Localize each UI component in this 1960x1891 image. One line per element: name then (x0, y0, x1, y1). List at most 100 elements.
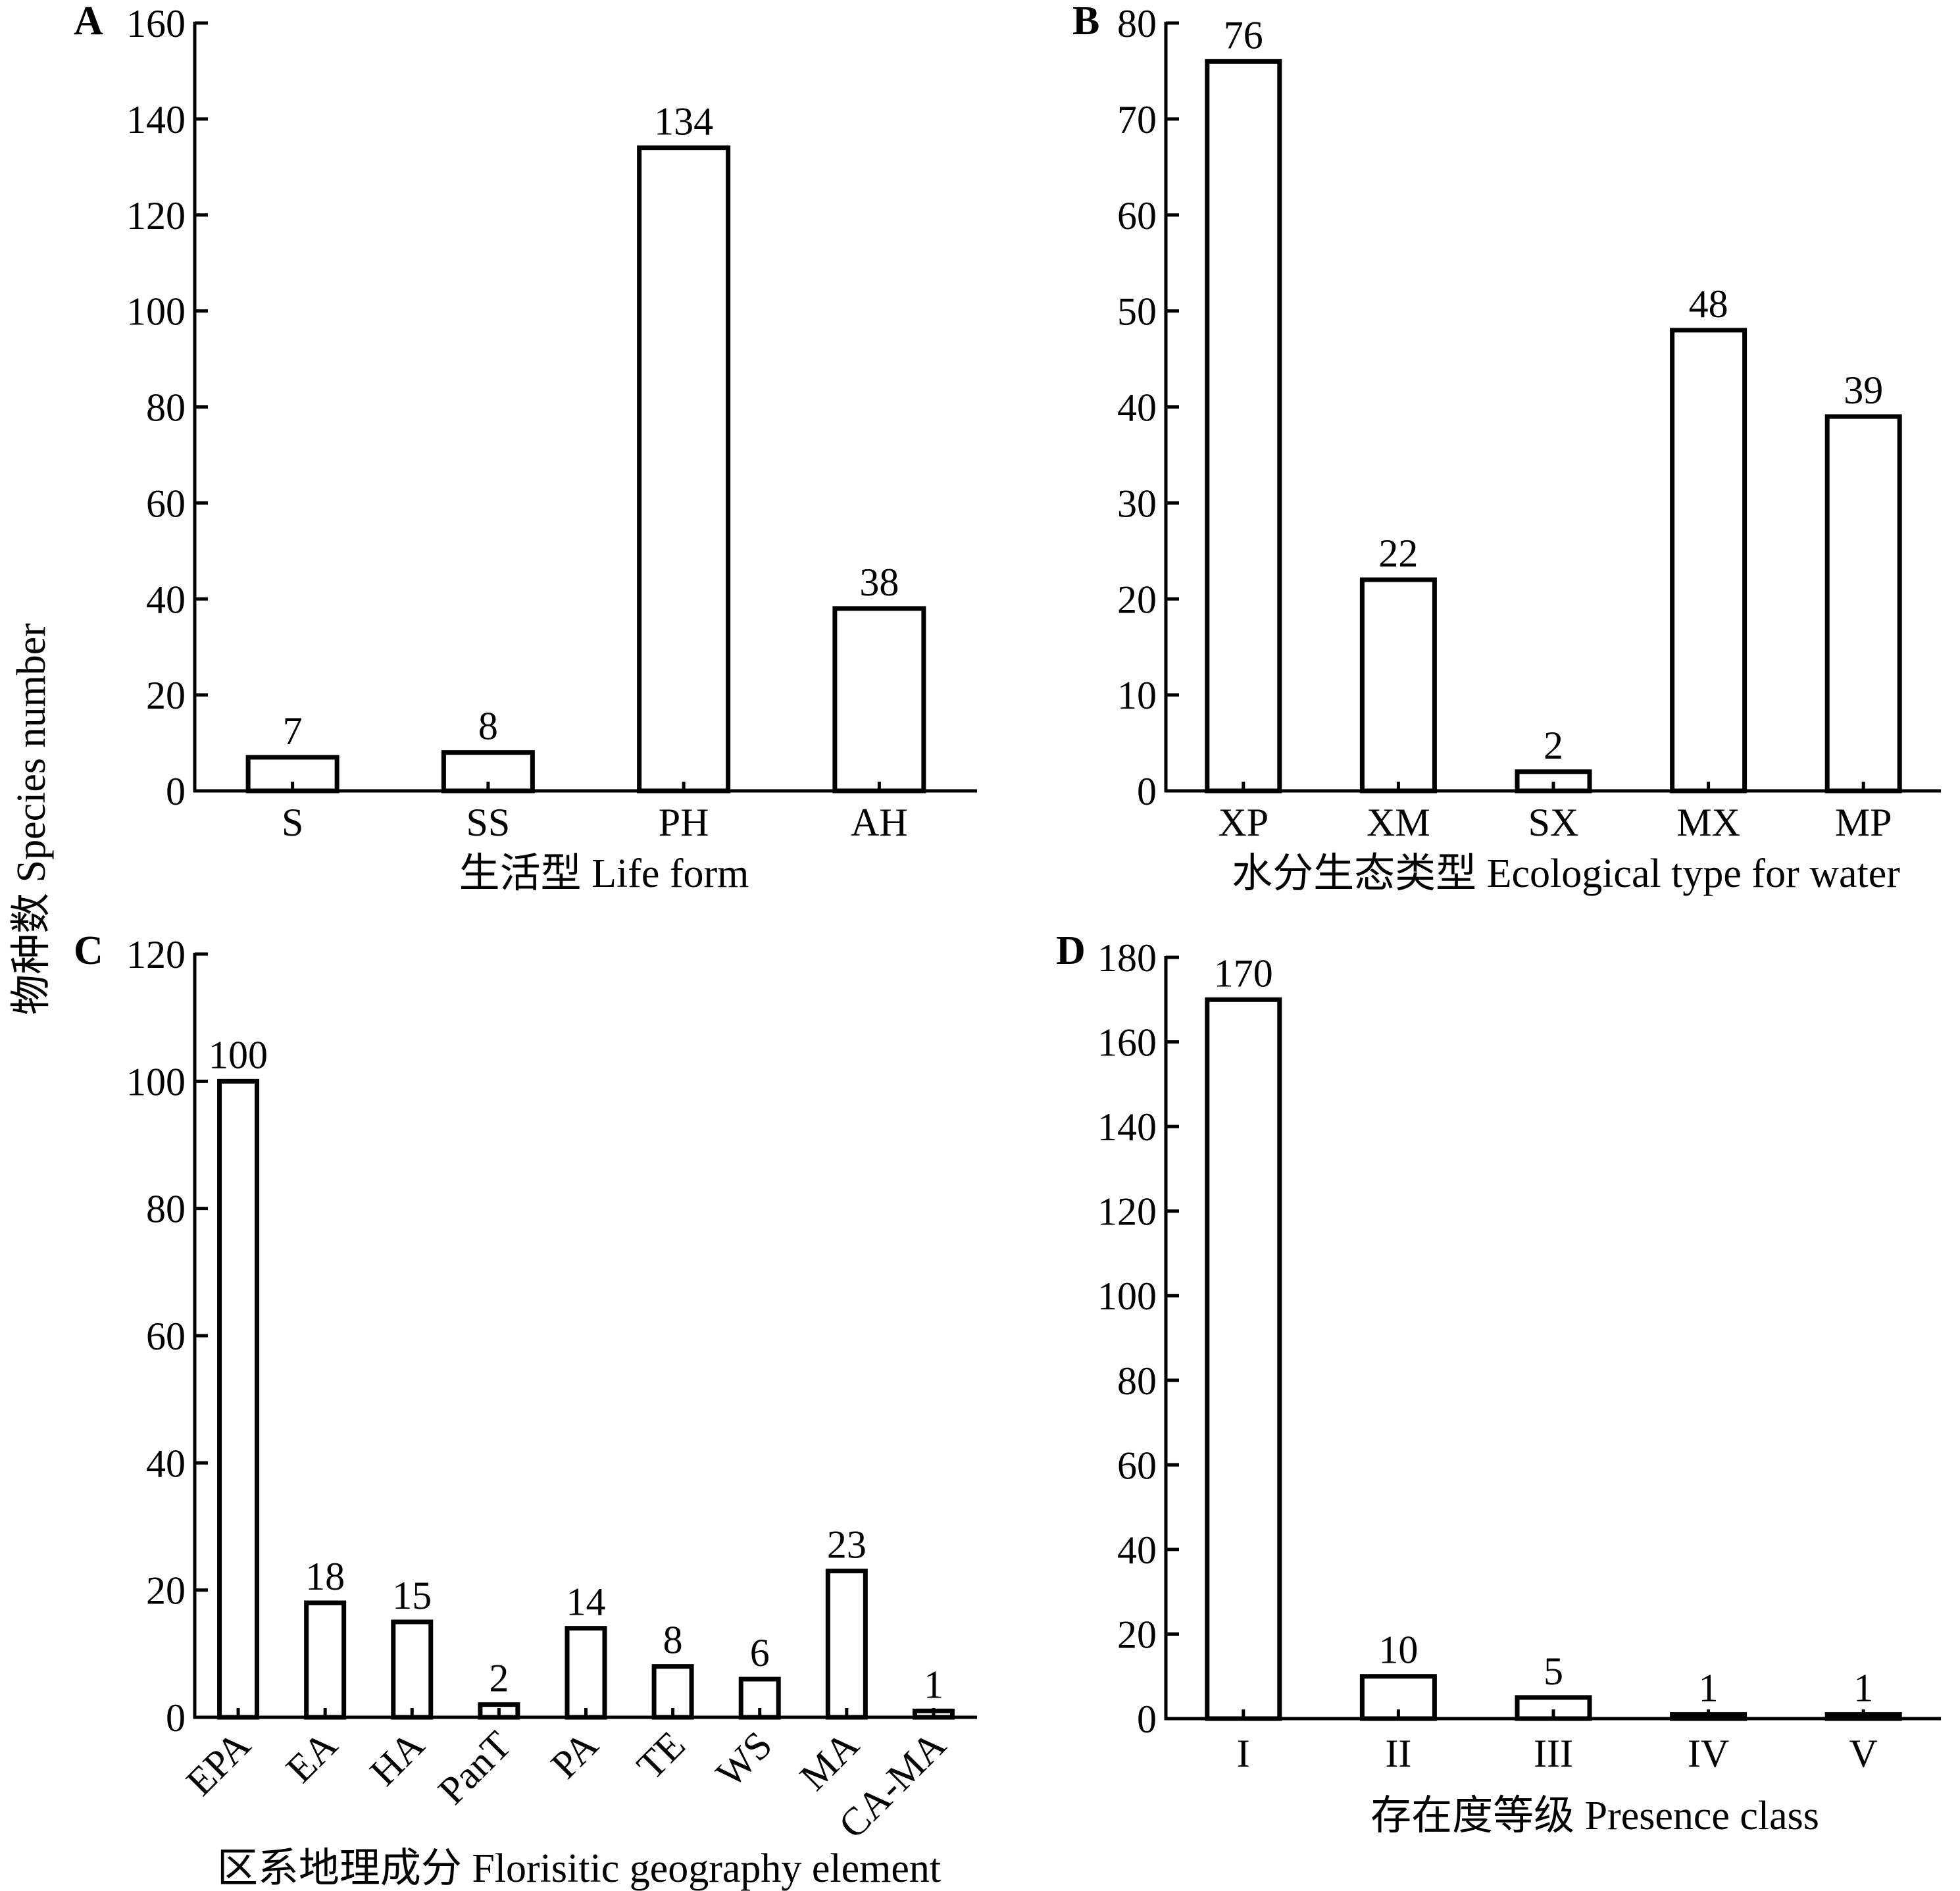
data-label-ph: 134 (654, 100, 713, 143)
data-label-epa: 100 (209, 1033, 268, 1076)
data-label-xp: 76 (1224, 13, 1263, 57)
x-axis-title: 区系地理成分 Florisitic geography element (217, 1846, 941, 1891)
bar-epa (217, 1078, 260, 1720)
data-label-i: 170 (1214, 951, 1273, 995)
y-tick-label: 60 (146, 482, 186, 525)
y-tick-label: 0 (1137, 1698, 1157, 1741)
bar-ea (304, 1600, 347, 1720)
y-tick-label: 20 (146, 674, 186, 717)
y-tick-label: 160 (126, 2, 186, 45)
y-tick-label: 50 (1117, 290, 1157, 334)
data-label-pant: 2 (489, 1657, 509, 1700)
y-tick-label: 80 (1117, 2, 1157, 45)
y-tick-label: 120 (1097, 1190, 1157, 1234)
y-tick-label: 40 (146, 578, 186, 621)
y-tick-label: 40 (146, 1442, 186, 1485)
chart-panel-d: D 0 20 40 60 80 100 120 140 160 180 170 I 10 II 5 III 1 IV… (1056, 928, 1941, 1838)
category-label-mp: MP (1835, 801, 1892, 844)
category-label-sx: SX (1528, 801, 1579, 844)
chart-panel-a: A 0 20 40 60 80 100 120 140 160 7 S 8 SS 134 PH 38 AH 生活型 … (74, 0, 977, 896)
y-tick-label: 70 (1117, 98, 1157, 141)
chart-panel-b: B 0 10 20 30 40 50 60 70 80 76 XP 22 XM 2 SX 48 MX 39 MP 水分生… (1072, 0, 1941, 896)
y-tick-label: 40 (1117, 1528, 1157, 1572)
data-label-pa: 14 (566, 1580, 606, 1624)
category-label-iii: III (1534, 1732, 1573, 1775)
y-tick-label: 100 (1097, 1274, 1157, 1318)
category-label-i: I (1237, 1732, 1250, 1775)
y-tick-label: 180 (1097, 936, 1157, 980)
y-tick-label: 80 (1117, 1359, 1157, 1403)
category-label-pant: PanT (430, 1723, 519, 1813)
category-label-pa: PA (543, 1723, 607, 1787)
category-label-v: V (1849, 1732, 1878, 1775)
bar-ma (825, 1569, 868, 1720)
panel-label: A (74, 0, 103, 43)
y-tick-label: 0 (166, 770, 186, 813)
y-tick-label: 30 (1117, 482, 1157, 525)
bar-ah (832, 606, 926, 794)
bar-ph (637, 145, 731, 794)
data-label-iv: 1 (1699, 1667, 1719, 1710)
x-axis-title: 生活型 Life form (459, 851, 749, 896)
bar-pa (565, 1626, 607, 1720)
y-tick-label: 80 (146, 386, 186, 430)
chart-panel-c: C 0 20 40 60 80 100 120 100 EPA 18 EA 15 HA 2 PanT 14 PA 8… (74, 928, 977, 1891)
data-label-iii: 5 (1544, 1650, 1563, 1693)
y-tick-label: 120 (126, 933, 186, 976)
category-label-ha: HA (362, 1723, 433, 1794)
y-tick-label: 60 (146, 1315, 186, 1358)
panel-label: C (74, 928, 103, 973)
category-label-ii: II (1385, 1732, 1411, 1775)
panel-label: B (1072, 0, 1099, 43)
y-tick-label: 100 (126, 1060, 186, 1103)
data-label-ma: 23 (827, 1523, 867, 1567)
category-label-te: TE (628, 1723, 693, 1788)
y-tick-label: 140 (1097, 1105, 1157, 1149)
category-label-xp: XP (1218, 801, 1269, 844)
y-tick-label: 20 (1117, 1613, 1157, 1656)
data-label-v: 1 (1853, 1667, 1873, 1710)
y-tick-label: 0 (1137, 770, 1157, 813)
data-label-mx: 48 (1689, 282, 1728, 326)
category-label-ws: WS (708, 1723, 780, 1796)
y-tick-label: 20 (146, 1569, 186, 1613)
data-label-ca-ma: 1 (924, 1663, 943, 1706)
category-label-iv: IV (1688, 1732, 1729, 1775)
data-label-xm: 22 (1378, 532, 1418, 575)
bar-ha (391, 1619, 434, 1720)
data-label-ah: 38 (859, 561, 899, 604)
category-label-ea: EA (278, 1723, 345, 1791)
y-tick-label: 60 (1117, 1444, 1157, 1487)
category-label-ma: MA (792, 1723, 867, 1799)
y-tick-label: 140 (126, 98, 186, 141)
category-label-xm: XM (1367, 801, 1430, 844)
y-tick-label: 160 (1097, 1021, 1157, 1065)
data-label-ea: 18 (305, 1555, 345, 1598)
category-label-epa: EPA (178, 1723, 259, 1804)
y-tick-label: 40 (1117, 386, 1157, 430)
data-label-s: 7 (283, 709, 303, 753)
category-label-mx: MX (1676, 801, 1740, 844)
y-tick-label: 20 (1117, 578, 1157, 621)
data-label-mp: 39 (1844, 368, 1883, 412)
x-axis-title: 存在度等级 Presence class (1370, 1794, 1819, 1838)
panel-label: D (1056, 928, 1086, 973)
y-tick-label: 80 (146, 1188, 186, 1231)
y-tick-label: 0 (166, 1696, 186, 1740)
category-label-ph: PH (659, 801, 709, 844)
category-label-s: S (282, 801, 303, 844)
data-label-ws: 6 (750, 1631, 770, 1675)
y-tick-label: 10 (1117, 674, 1157, 717)
y-tick-label: 60 (1117, 194, 1157, 238)
data-label-te: 8 (663, 1619, 683, 1662)
shared-y-axis-label: 物种数 Species number (9, 623, 54, 1015)
bar-xp (1205, 59, 1282, 794)
category-label-ss: SS (466, 801, 511, 844)
bar-mp (1824, 414, 1902, 794)
data-label-sx: 2 (1544, 724, 1563, 767)
x-axis-title: 水分生态类型 Ecological type for water (1232, 851, 1900, 896)
y-tick-label: 100 (126, 290, 186, 334)
data-label-ss: 8 (478, 705, 498, 748)
data-label-ha: 15 (392, 1574, 432, 1617)
